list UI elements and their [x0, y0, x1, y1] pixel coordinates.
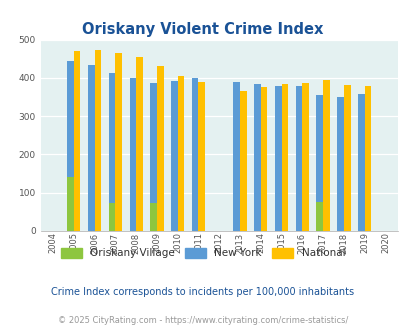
Bar [322, 80, 329, 231]
Bar [67, 178, 74, 231]
Bar [157, 66, 163, 231]
Bar [177, 76, 184, 231]
Bar [315, 95, 322, 231]
Text: Oriskany Violent Crime Index: Oriskany Violent Crime Index [82, 22, 323, 37]
Text: Crime Index corresponds to incidents per 100,000 inhabitants: Crime Index corresponds to incidents per… [51, 287, 354, 297]
Bar [74, 51, 80, 231]
Bar [191, 78, 198, 231]
Bar [239, 90, 246, 231]
Bar [364, 86, 371, 231]
Bar [150, 83, 157, 231]
Bar [171, 81, 177, 231]
Bar [343, 85, 350, 231]
Text: © 2025 CityRating.com - https://www.cityrating.com/crime-statistics/: © 2025 CityRating.com - https://www.city… [58, 315, 347, 325]
Bar [254, 84, 260, 231]
Bar [150, 203, 157, 231]
Bar [115, 52, 122, 231]
Bar [295, 86, 302, 231]
Bar [260, 87, 267, 231]
Bar [67, 61, 74, 231]
Bar [281, 84, 288, 231]
Bar [357, 94, 364, 231]
Bar [198, 82, 205, 231]
Bar [136, 57, 143, 231]
Bar [88, 65, 94, 231]
Bar [233, 82, 239, 231]
Bar [302, 83, 308, 231]
Bar [129, 78, 136, 231]
Bar [315, 202, 322, 231]
Bar [274, 85, 281, 231]
Bar [337, 97, 343, 231]
Bar [94, 50, 101, 231]
Bar [109, 73, 115, 231]
Bar [109, 203, 115, 231]
Legend: Oriskany Village, New York, National: Oriskany Village, New York, National [61, 248, 344, 258]
